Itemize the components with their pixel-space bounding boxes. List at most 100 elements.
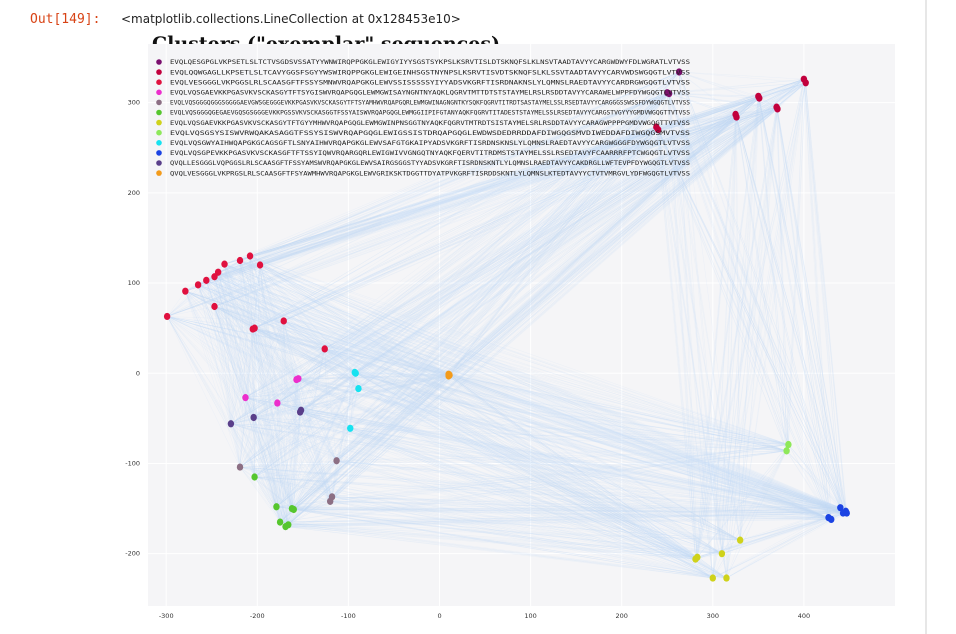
edge-line [166, 263, 225, 317]
edge-line [253, 116, 737, 418]
edge-line [259, 264, 278, 404]
edge-line [331, 78, 805, 498]
edge-line [449, 96, 759, 376]
edge-line [230, 108, 778, 424]
edge-line [167, 82, 806, 317]
edge-line [214, 306, 299, 379]
edge-line [185, 290, 253, 330]
data-point [774, 105, 781, 113]
data-point [236, 256, 244, 265]
data-point [182, 287, 189, 295]
edge-line [217, 272, 359, 389]
edge-line [198, 96, 759, 286]
edge-line [206, 280, 789, 445]
edge-line [668, 93, 714, 579]
edge-line [206, 280, 713, 579]
x-tick-label: 200 [615, 612, 627, 620]
edge-line [277, 93, 670, 404]
edge-line [657, 93, 670, 130]
edge-line [288, 96, 759, 525]
edge-line [206, 280, 253, 330]
edge-line [259, 264, 789, 445]
data-point [785, 440, 792, 449]
edge-line [283, 71, 680, 322]
edge-line [735, 96, 759, 115]
edge-line [736, 117, 841, 508]
edge-line [276, 116, 737, 507]
edge-line [669, 93, 760, 99]
edge-line [206, 280, 302, 411]
edge-line [224, 263, 355, 373]
edge-line [206, 280, 331, 502]
edge-line [298, 106, 777, 379]
edge-line [254, 82, 806, 329]
edge-line [668, 93, 844, 514]
edge-line [254, 129, 659, 478]
edge-line [668, 93, 727, 579]
edge-line [667, 92, 714, 579]
edge-line [218, 78, 804, 273]
edge-line [239, 82, 806, 261]
edge-line [358, 82, 806, 389]
edge-line [669, 82, 806, 94]
edge-line [296, 116, 737, 380]
edge-line [656, 126, 844, 514]
grid-lines [148, 44, 895, 606]
edge-line [249, 255, 844, 514]
edge-line [285, 126, 657, 527]
edge-line [736, 96, 759, 118]
edge-line [259, 96, 759, 266]
edge-line [299, 96, 759, 413]
edge-line [214, 276, 333, 497]
edge-line [252, 71, 680, 330]
edge-line [667, 92, 723, 554]
edge-line [712, 82, 806, 579]
edge-line [300, 116, 737, 411]
edge-line [217, 272, 331, 502]
edge-line [354, 97, 760, 373]
edge-line [667, 92, 696, 560]
edge-line [656, 126, 847, 514]
edge-line [324, 108, 778, 350]
edge-line [167, 97, 760, 317]
edge-line [197, 284, 696, 560]
edge-line [336, 82, 806, 461]
edge-line [679, 71, 804, 80]
edge-line [185, 82, 806, 292]
edge-line [777, 82, 806, 110]
edge-line [185, 291, 255, 478]
edge-line [259, 264, 787, 452]
edge-line [224, 93, 670, 265]
edge-line [697, 108, 778, 558]
edge-line [667, 92, 789, 445]
edge-line [185, 290, 713, 579]
edge-line [214, 276, 301, 413]
edge-line [185, 290, 832, 520]
edge-line [218, 93, 670, 273]
edge-line [245, 108, 778, 398]
edge-line [214, 114, 736, 277]
edge-line [296, 106, 777, 380]
edge-line [167, 114, 736, 317]
edge-line [249, 255, 286, 527]
edge-line [324, 71, 680, 350]
edge-line [656, 114, 736, 128]
edge-line [358, 97, 760, 389]
legend-label: EVQLQQWGAGLLKPSETLSLTCAVYGGSFSGYYWSWIRQP… [170, 69, 690, 76]
edge-line [259, 92, 668, 266]
edge-line [252, 126, 657, 330]
data-point [756, 94, 763, 102]
edge-line [277, 96, 759, 404]
edge-line [214, 306, 302, 411]
edge-line [449, 71, 680, 376]
edge-line [254, 126, 657, 478]
edge-line [296, 108, 778, 380]
edge-line [214, 93, 670, 307]
edge-line [336, 78, 805, 461]
edge-line [185, 291, 254, 418]
edge-line [230, 97, 760, 424]
edge-line [668, 93, 841, 508]
edge-line [214, 306, 829, 518]
legend-marker [156, 99, 162, 106]
edge-line [197, 263, 225, 286]
